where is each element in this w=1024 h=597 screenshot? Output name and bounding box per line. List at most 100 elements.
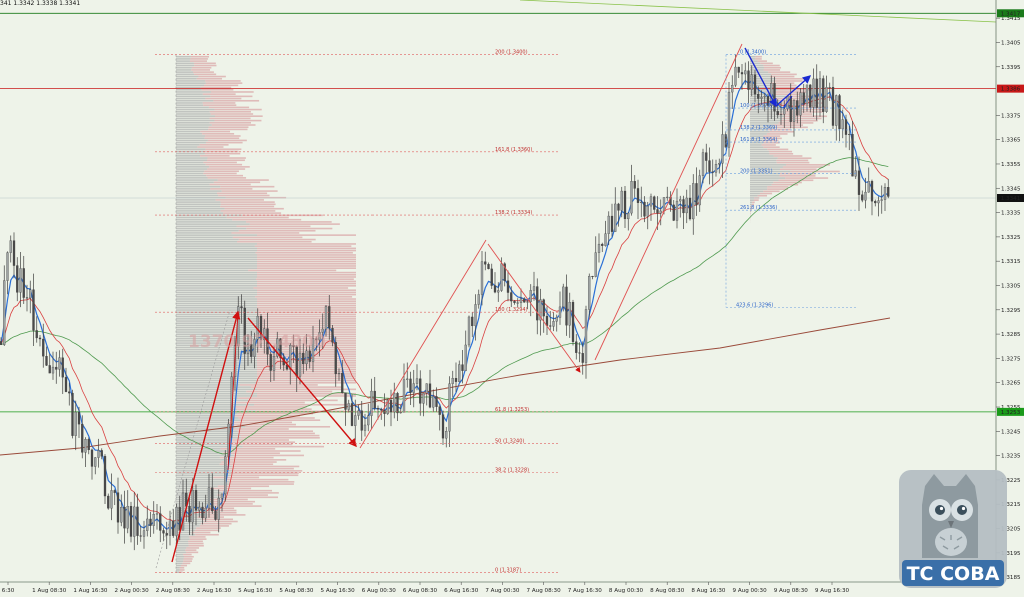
- profile-bar: [750, 141, 764, 144]
- profile-bar: [176, 55, 191, 58]
- profile-bar: [176, 150, 205, 153]
- profile-bar: [750, 82, 770, 84]
- profile-bar: [257, 373, 356, 375]
- profile-bar: [257, 324, 356, 327]
- profile-bar: [176, 346, 257, 349]
- profile-bar: [176, 333, 257, 336]
- profile-bar: [176, 205, 221, 208]
- candle-body: [549, 325, 552, 327]
- profile-bar: [226, 478, 289, 481]
- profile-bar: [205, 135, 241, 137]
- profile-bar: [176, 562, 183, 565]
- profile-bar: [176, 428, 227, 430]
- profile-bar: [202, 93, 236, 95]
- profile-bar: [176, 533, 196, 536]
- profile-bar: [764, 137, 782, 140]
- candle-body: [714, 164, 718, 173]
- profile-bar: [254, 403, 350, 406]
- candle-body: [272, 356, 276, 371]
- profile-bar: [176, 320, 257, 322]
- profile-bar: [221, 461, 277, 463]
- profile-bar: [213, 181, 261, 184]
- price-tick-label: 1.3325: [1001, 235, 1021, 241]
- profile-bar: [257, 234, 356, 236]
- profile-bar: [209, 183, 251, 186]
- price-tick-label: 1.3235: [1001, 454, 1021, 460]
- profile-bar: [176, 258, 257, 261]
- candle-body: [805, 84, 809, 105]
- ohlc-info-bar: 341 1.3342 1.3338 1.3341: [0, 0, 81, 7]
- fib-left-label: 50 (1.3240): [495, 438, 524, 444]
- profile-bar: [257, 329, 356, 331]
- candle-body: [510, 292, 513, 302]
- profile-bar: [763, 190, 780, 193]
- profile-bar: [207, 159, 245, 162]
- candle-body: [214, 510, 217, 520]
- candle-body: [396, 393, 399, 414]
- profile-bar: [176, 326, 257, 329]
- profile-bar: [220, 210, 276, 212]
- profile-bar: [750, 117, 783, 120]
- profile-bar: [176, 390, 247, 393]
- candle-body: [565, 286, 568, 326]
- candle-body: [149, 518, 152, 526]
- time-tick-label: 6 Aug 00:30: [362, 588, 397, 594]
- profile-bar: [219, 456, 274, 459]
- candle-body: [513, 300, 516, 303]
- profile-bar: [750, 130, 770, 133]
- price-marker-current: [997, 194, 1024, 202]
- profile-bar: [246, 227, 333, 230]
- candle-body: [880, 199, 883, 201]
- candle-body: [841, 119, 844, 130]
- candle-body: [354, 415, 357, 426]
- profile-bar: [184, 555, 194, 558]
- candle-body: [757, 94, 760, 99]
- time-axis[interactable]: 6:30 1 Aug 08:30 1 Aug 16:30 2 Aug 00:30 2 A…: [0, 581, 1024, 597]
- candle-body: [887, 187, 890, 197]
- profile-bar: [176, 139, 208, 142]
- profile-bar: [176, 108, 215, 111]
- profile-bar: [750, 148, 768, 151]
- profile-bar: [176, 121, 210, 124]
- profile-bar: [193, 62, 216, 65]
- candle-body: [454, 378, 458, 382]
- price-marker-label: 1.3386: [1001, 87, 1021, 93]
- profile-bar: [240, 434, 320, 437]
- profile-bar: [232, 450, 301, 452]
- profile-bar: [750, 80, 774, 82]
- candle-body: [220, 493, 224, 499]
- profile-bar: [750, 144, 762, 146]
- profile-bar: [750, 86, 772, 89]
- profile-bar: [176, 324, 257, 327]
- price-tick-label: 1.3225: [1001, 478, 1021, 484]
- profile-bar: [776, 126, 808, 129]
- time-tick-label: 5 Aug 16:30: [238, 588, 273, 594]
- profile-bar: [176, 296, 256, 298]
- candle-body: [659, 210, 662, 214]
- profile-bar: [750, 210, 751, 212]
- candle-body: [188, 506, 191, 523]
- profile-bar: [750, 183, 772, 186]
- profile-bar: [176, 207, 225, 210]
- profile-bar: [750, 194, 758, 197]
- candle-body: [19, 268, 22, 293]
- candle-body: [812, 78, 815, 108]
- profile-bar: [210, 113, 254, 115]
- candle-body: [539, 299, 542, 321]
- candle-body: [207, 487, 211, 509]
- profile-bar: [176, 256, 257, 258]
- profile-bar: [182, 562, 191, 565]
- profile-bar: [768, 128, 791, 131]
- profile-bar: [207, 514, 246, 516]
- profile-bar: [217, 179, 269, 181]
- candle-body: [607, 215, 610, 234]
- profile-bar: [176, 183, 210, 186]
- profile-bar: [176, 60, 190, 62]
- profile-bar: [176, 467, 230, 470]
- candle-body: [744, 70, 747, 75]
- profile-bar: [226, 428, 289, 430]
- profile-bar: [239, 384, 318, 386]
- profile-bar: [176, 553, 184, 556]
